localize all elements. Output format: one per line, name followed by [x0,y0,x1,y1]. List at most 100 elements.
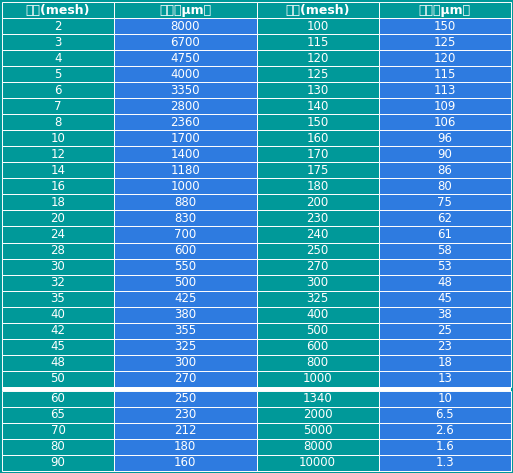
Text: 355: 355 [174,324,196,337]
Bar [379,50,511,66]
Text: 16: 16 [50,180,66,193]
Text: 23: 23 [438,340,452,353]
Bar [2,114,114,130]
Bar [379,290,511,307]
Text: 8: 8 [54,116,62,129]
Text: 250: 250 [306,244,329,257]
Text: 325: 325 [306,292,329,305]
Text: 80: 80 [438,180,452,193]
Bar [2,387,511,391]
Text: 25: 25 [438,324,452,337]
Bar [379,259,511,275]
Text: 6700: 6700 [170,35,200,49]
Bar [2,178,114,194]
Bar [256,243,379,259]
Bar [256,439,379,455]
Text: 96: 96 [437,132,452,145]
Bar [379,194,511,210]
Text: 18: 18 [438,356,452,369]
Text: 270: 270 [174,372,196,385]
Bar [379,66,511,82]
Text: 1000: 1000 [170,180,200,193]
Bar [2,307,114,323]
Text: 61: 61 [437,228,452,241]
Text: 230: 230 [306,212,329,225]
Text: 125: 125 [306,68,329,81]
Text: 微米（μm）: 微米（μm） [159,3,211,17]
Bar [114,243,256,259]
Bar [114,2,256,18]
Text: 20: 20 [51,212,66,225]
Text: 230: 230 [174,408,196,421]
Text: 300: 300 [306,276,329,289]
Text: 800: 800 [306,356,329,369]
Text: 40: 40 [51,308,66,321]
Bar [256,114,379,130]
Bar [114,162,256,178]
Bar [256,455,379,471]
Text: 1.3: 1.3 [436,456,454,470]
Text: 35: 35 [51,292,65,305]
Bar [256,146,379,162]
Bar [379,98,511,114]
Text: 240: 240 [306,228,329,241]
Bar [114,227,256,243]
Text: 600: 600 [306,340,329,353]
Text: 12: 12 [50,148,66,161]
Bar [114,439,256,455]
Bar [114,339,256,355]
Bar [379,130,511,146]
Text: 65: 65 [51,408,66,421]
Text: 70: 70 [51,424,66,438]
Bar [114,275,256,290]
Text: 100: 100 [306,19,329,33]
Text: 400: 400 [306,308,329,321]
Text: 1700: 1700 [170,132,200,145]
Text: 500: 500 [174,276,196,289]
Text: 160: 160 [174,456,196,470]
Text: 200: 200 [306,196,329,209]
Text: 38: 38 [438,308,452,321]
Text: 106: 106 [433,116,456,129]
Bar [114,423,256,439]
Bar [2,34,114,50]
Text: 10: 10 [438,392,452,405]
Text: 微米（μm）: 微米（μm） [419,3,471,17]
Text: 4750: 4750 [170,52,200,65]
Text: 120: 120 [433,52,456,65]
Bar [256,98,379,114]
Bar [2,275,114,290]
Text: 1180: 1180 [170,164,200,177]
Text: 80: 80 [51,440,65,454]
Bar [2,323,114,339]
Text: 115: 115 [433,68,456,81]
Text: 18: 18 [51,196,66,209]
Text: 1400: 1400 [170,148,200,161]
Bar [256,423,379,439]
Bar [2,130,114,146]
Bar [256,82,379,98]
Text: 24: 24 [50,228,66,241]
Text: 48: 48 [438,276,452,289]
Bar [114,407,256,423]
Text: 62: 62 [437,212,452,225]
Bar [2,162,114,178]
Bar [256,290,379,307]
Bar [2,391,114,407]
Bar [379,355,511,371]
Text: 2360: 2360 [170,116,200,129]
Bar [256,355,379,371]
Bar [379,162,511,178]
Bar [256,307,379,323]
Bar [256,407,379,423]
Text: 50: 50 [51,372,65,385]
Bar [256,162,379,178]
Bar [379,407,511,423]
Text: 60: 60 [51,392,66,405]
Text: 58: 58 [438,244,452,257]
Bar [114,307,256,323]
Bar [256,34,379,50]
Bar [379,323,511,339]
Text: 2.6: 2.6 [436,424,454,438]
Bar [256,339,379,355]
